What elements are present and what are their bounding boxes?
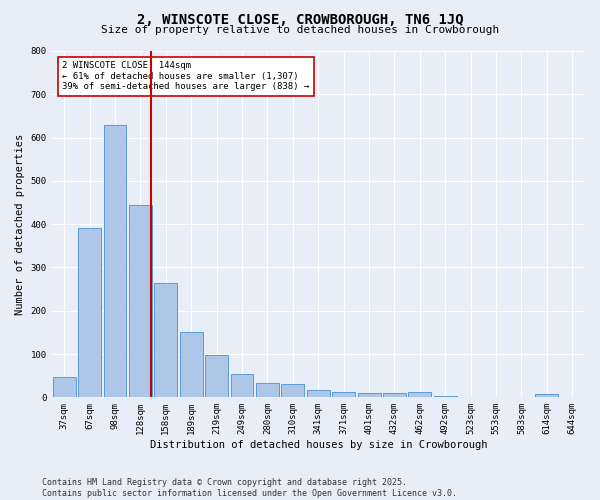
X-axis label: Distribution of detached houses by size in Crowborough: Distribution of detached houses by size … (149, 440, 487, 450)
Bar (129, 204, 152, 398)
Bar (358, 393, 380, 398)
Bar (78, 228, 101, 398)
Bar (383, 393, 406, 398)
Bar (205, 356, 228, 398)
Bar (180, 332, 203, 398)
Bar (307, 390, 330, 398)
Text: 2 WINSCOTE CLOSE: 144sqm
← 61% of detached houses are smaller (1,307)
39% of sem: 2 WINSCOTE CLOSE: 144sqm ← 61% of detach… (62, 62, 310, 91)
Text: 2, WINSCOTE CLOSE, CROWBOROUGH, TN6 1JQ: 2, WINSCOTE CLOSE, CROWBOROUGH, TN6 1JQ (137, 12, 463, 26)
Bar (53, 377, 76, 398)
Text: Contains HM Land Registry data © Crown copyright and database right 2025.
Contai: Contains HM Land Registry data © Crown c… (42, 478, 457, 498)
Bar (281, 384, 304, 398)
Bar (409, 392, 431, 398)
Y-axis label: Number of detached properties: Number of detached properties (15, 134, 25, 315)
Bar (535, 394, 559, 398)
Bar (332, 392, 355, 398)
Bar (154, 282, 177, 398)
Bar (256, 384, 279, 398)
Bar (230, 374, 253, 398)
Text: Size of property relative to detached houses in Crowborough: Size of property relative to detached ho… (101, 25, 499, 35)
Bar (434, 396, 457, 398)
Bar (104, 124, 127, 398)
